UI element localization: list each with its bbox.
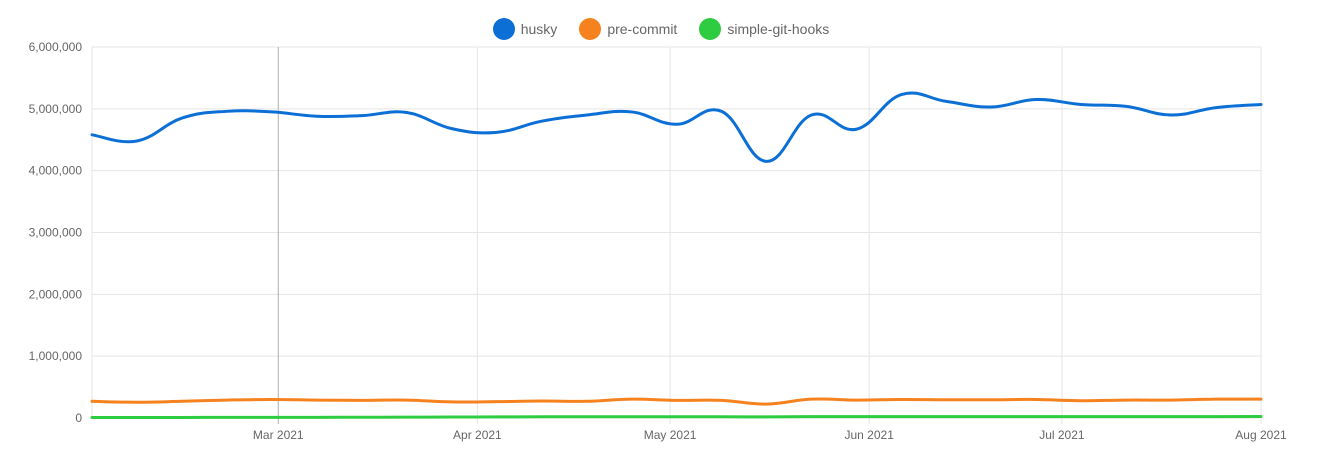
legend-label-pre-commit: pre-commit — [607, 21, 678, 37]
legend: husky pre-commit simple-git-hooks — [0, 18, 1322, 40]
y-tick-label: 4,000,000 — [29, 164, 83, 178]
series-layer — [90, 91, 1263, 420]
y-tick-label: 5,000,000 — [29, 102, 83, 116]
x-tick-label: Aug 2021 — [1235, 428, 1287, 442]
x-tick-label: Apr 2021 — [453, 428, 502, 442]
series-line-simple-git-hooks[interactable] — [90, 415, 1263, 420]
legend-label-husky: husky — [520, 21, 558, 37]
axis-layer: 6,000,000 5,000,000 4,000,000 3,000,000 2,00… — [29, 40, 1287, 442]
x-tick-label: Mar 2021 — [253, 428, 304, 442]
legend-item-husky[interactable]: husky — [492, 18, 558, 40]
x-tick-label: Jun 2021 — [844, 428, 894, 442]
legend-marker-husky — [492, 18, 515, 40]
legend-item-simple-git-hooks[interactable]: simple-git-hooks — [699, 18, 829, 40]
x-tick-label: May 2021 — [644, 428, 697, 442]
legend-marker-simple-git-hooks — [699, 18, 722, 40]
y-tick-label: 0 — [75, 411, 82, 425]
x-tick-label: Jul 2021 — [1039, 428, 1085, 442]
y-tick-label: 2,000,000 — [29, 287, 83, 301]
y-tick-label: 3,000,000 — [29, 226, 83, 240]
legend-marker-pre-commit — [579, 18, 602, 40]
series-line-pre-commit[interactable] — [90, 397, 1263, 406]
y-tick-label: 1,000,000 — [29, 349, 83, 363]
legend-label-simple-git-hooks: simple-git-hooks — [727, 21, 830, 37]
series-line-husky[interactable] — [90, 91, 1263, 163]
legend-item-pre-commit[interactable]: pre-commit — [579, 18, 677, 40]
y-tick-label: 6,000,000 — [29, 40, 83, 54]
